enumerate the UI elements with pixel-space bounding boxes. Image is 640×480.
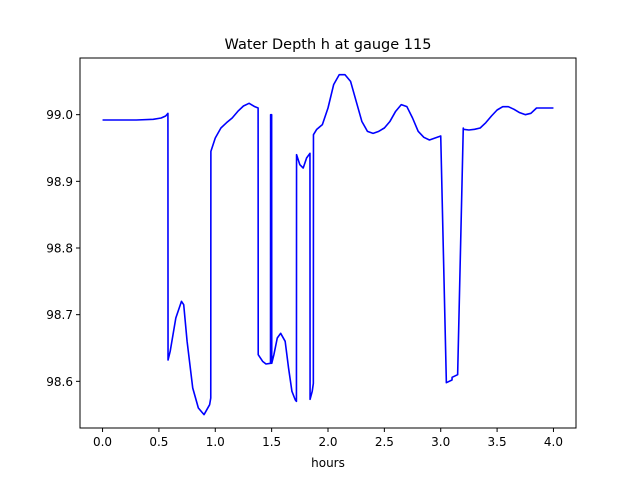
x-tick-label: 0.5 (149, 435, 168, 449)
x-tick-label: 3.5 (488, 435, 507, 449)
x-tick-label: 1.5 (262, 435, 281, 449)
x-tick-label: 0.0 (93, 435, 112, 449)
series-line-1 (102, 73, 554, 416)
y-tick-label: 98.9 (46, 175, 73, 189)
x-tick-label: 1.0 (206, 435, 225, 449)
x-tick-label: 2.5 (375, 435, 394, 449)
y-tick-label: 98.6 (46, 375, 73, 389)
x-axis: 0.0 0.5 1.0 1.5 2.0 2.5 3.0 3.5 4.0 (93, 428, 563, 449)
y-tick-label: 99.0 (46, 108, 73, 122)
series-layer (102, 73, 554, 416)
x-tick-label: 4.0 (544, 435, 563, 449)
y-tick-label: 98.7 (46, 308, 73, 322)
y-axis: 98.6 98.7 98.8 98.9 99.0 (46, 108, 80, 389)
chart-title: Water Depth h at gauge 115 (225, 37, 432, 53)
y-tick-label: 98.8 (46, 242, 73, 256)
x-axis-label: hours (311, 456, 345, 470)
x-tick-label: 2.0 (318, 435, 337, 449)
x-tick-label: 3.0 (431, 435, 450, 449)
